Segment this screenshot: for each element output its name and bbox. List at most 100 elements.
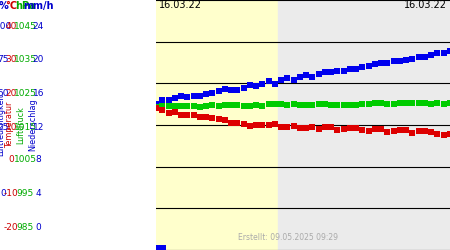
Text: 995: 995 <box>17 189 34 198</box>
Point <box>315 72 322 76</box>
Text: 1005: 1005 <box>14 156 37 164</box>
Point <box>209 116 216 120</box>
Text: %: % <box>0 1 8 11</box>
Point <box>234 121 241 125</box>
Text: Luftfeuchtigkeit: Luftfeuchtigkeit <box>0 94 5 156</box>
Point <box>160 246 167 250</box>
Point <box>278 78 285 82</box>
Point <box>328 70 335 74</box>
Text: 1015: 1015 <box>14 123 37 132</box>
Point <box>215 89 222 93</box>
Point <box>446 48 450 52</box>
Point <box>171 104 179 108</box>
Point <box>434 101 441 105</box>
Point <box>178 104 185 108</box>
Point <box>421 101 428 105</box>
Point <box>371 62 378 66</box>
Point <box>390 60 397 64</box>
Point <box>159 104 166 108</box>
Point <box>196 94 203 98</box>
Point <box>284 76 291 80</box>
Point <box>297 76 304 80</box>
Point <box>228 88 235 92</box>
Point <box>252 103 260 107</box>
Point <box>178 94 185 98</box>
Text: 24: 24 <box>33 22 44 31</box>
Point <box>302 73 310 77</box>
Text: 75: 75 <box>0 56 9 64</box>
Point <box>278 102 285 106</box>
Point <box>415 101 423 105</box>
Text: 1035: 1035 <box>14 56 37 64</box>
Point <box>309 103 316 107</box>
Point <box>184 104 191 108</box>
Point <box>378 101 385 105</box>
Point <box>265 79 272 83</box>
Point <box>403 128 410 132</box>
Point <box>252 123 260 127</box>
Point <box>428 130 435 134</box>
Point <box>202 92 210 96</box>
Point <box>240 86 248 90</box>
Point <box>346 67 354 71</box>
Text: 30: 30 <box>5 56 17 64</box>
Text: 8: 8 <box>36 156 41 164</box>
Point <box>440 52 447 56</box>
Text: -10: -10 <box>4 189 18 198</box>
Text: 20: 20 <box>5 89 17 98</box>
Point <box>321 102 328 106</box>
Point <box>228 103 235 107</box>
Text: 12: 12 <box>32 123 44 132</box>
Point <box>334 69 341 73</box>
Point <box>202 104 210 108</box>
Text: 50: 50 <box>0 89 9 98</box>
Point <box>353 66 360 70</box>
Text: 10: 10 <box>5 123 17 132</box>
Point <box>446 101 450 105</box>
Point <box>215 117 222 121</box>
Point <box>315 127 322 131</box>
Point <box>403 101 410 105</box>
Bar <box>278 0 450 250</box>
Point <box>302 103 310 107</box>
Point <box>440 102 447 105</box>
Point <box>371 102 378 105</box>
Point <box>440 132 447 136</box>
Point <box>259 82 266 86</box>
Point <box>378 127 385 131</box>
Point <box>259 104 266 108</box>
Point <box>434 52 441 56</box>
Point <box>434 132 441 136</box>
Point <box>209 90 216 94</box>
Point <box>365 102 372 106</box>
Point <box>284 125 291 129</box>
Point <box>290 78 297 82</box>
Point <box>340 69 347 73</box>
Point <box>284 103 291 107</box>
Point <box>228 122 235 126</box>
Point <box>221 103 229 107</box>
Point <box>415 130 423 134</box>
Point <box>153 105 160 109</box>
Text: 40: 40 <box>5 22 17 31</box>
Point <box>184 94 191 98</box>
Point <box>321 70 328 74</box>
Point <box>409 101 416 105</box>
Point <box>403 58 410 62</box>
Point <box>334 102 341 106</box>
Point <box>271 102 279 106</box>
Point <box>415 55 423 59</box>
Point <box>421 129 428 133</box>
Point <box>396 60 404 64</box>
Point <box>184 113 191 117</box>
Point <box>246 124 253 128</box>
Point <box>278 125 285 129</box>
Point <box>196 115 203 119</box>
Point <box>371 127 378 131</box>
Point <box>171 96 179 100</box>
Point <box>421 55 428 59</box>
Point <box>309 125 316 129</box>
Point <box>240 104 248 108</box>
Point <box>190 104 197 108</box>
Point <box>384 130 391 134</box>
